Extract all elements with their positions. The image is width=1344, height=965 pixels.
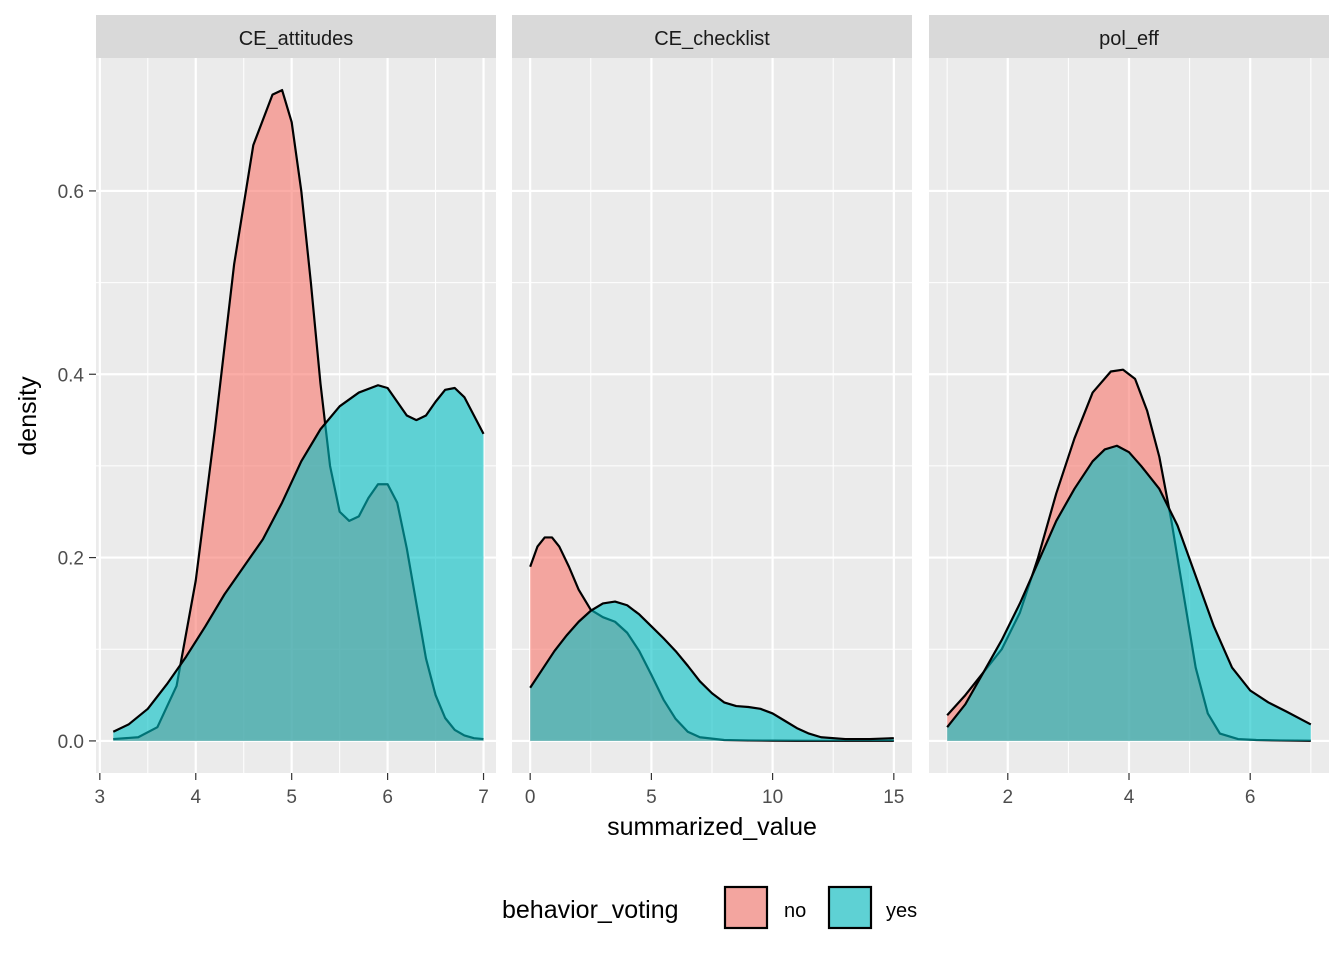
facet-panel-CE_checklist [512, 15, 912, 780]
density-area-yes [530, 601, 894, 741]
x-tick-label: 0 [525, 787, 536, 808]
x-tick-label: 4 [190, 787, 201, 808]
facet-strip-label: pol_eff [1099, 28, 1159, 50]
x-tick-label: 2 [1002, 787, 1013, 808]
legend-title: behavior_voting [502, 896, 679, 924]
density-line-yes [946, 444, 1312, 728]
legend-key-no [723, 885, 769, 930]
facet-strip-label: CE_attitudes [239, 28, 354, 50]
y-tick-label: 0.0 [58, 732, 84, 753]
y-tick-label: 0.6 [58, 182, 84, 203]
x-axis-title: summarized_value [607, 813, 817, 841]
facet-strip [512, 15, 912, 58]
facet-strip-label: CE_checklist [654, 28, 770, 50]
density-line-yes [112, 384, 485, 733]
y-axis-title: density [14, 376, 42, 456]
legend-label-no: no [784, 900, 806, 922]
x-tick-label: 5 [286, 787, 297, 808]
y-tick-label: 0.2 [58, 549, 84, 570]
facet-strip [929, 15, 1329, 58]
y-tick-label: 0.4 [58, 365, 85, 386]
x-tick-label: 5 [646, 787, 657, 808]
density-area-yes [947, 445, 1311, 741]
density-line-yes [529, 600, 894, 741]
facet-strip [96, 15, 496, 58]
x-tick-label: 6 [1245, 787, 1256, 808]
density-area-yes [113, 385, 484, 741]
x-tick-label: 6 [382, 787, 393, 808]
legend-key-yes [827, 885, 873, 930]
x-tick-label: 7 [478, 787, 489, 808]
x-tick-label: 3 [95, 787, 106, 808]
legend [723, 885, 873, 930]
facet-panel-CE_attitudes [96, 15, 496, 780]
legend-label-yes: yes [886, 900, 917, 922]
facet-panel-pol_eff [929, 15, 1329, 780]
x-tick-label: 15 [883, 787, 904, 808]
x-tick-label: 10 [762, 787, 783, 808]
x-tick-label: 4 [1124, 787, 1135, 808]
